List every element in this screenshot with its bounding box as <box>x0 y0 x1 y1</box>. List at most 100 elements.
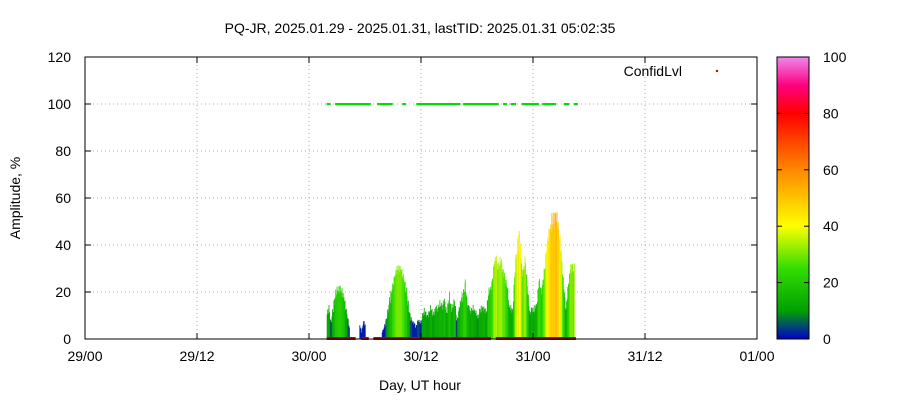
amplitude-bar <box>569 275 571 339</box>
amplitude-bar <box>462 301 464 339</box>
amplitude-bar <box>432 314 434 339</box>
amplitude-bar <box>573 270 575 339</box>
amplitude-bar <box>535 303 537 339</box>
amplitude-bar <box>536 305 538 339</box>
amplitude-bar <box>419 322 421 339</box>
amplitude-bar <box>432 316 434 339</box>
amplitude-bar <box>337 290 339 339</box>
colorbar-tick-label: 100 <box>823 49 847 65</box>
confid-point <box>385 103 388 106</box>
confid-point <box>565 103 568 106</box>
amplitude-bar <box>334 305 336 339</box>
amplitude-bar <box>340 293 342 339</box>
confid-point <box>473 103 476 106</box>
amplitude-bar <box>500 264 502 339</box>
amplitude-bar <box>504 272 505 339</box>
amplitude-bar <box>384 325 386 339</box>
amplitude-bar <box>326 314 328 339</box>
amplitude-bar <box>450 303 452 339</box>
confid-point <box>426 103 429 106</box>
amplitude-bar <box>431 308 433 339</box>
amplitude-bar <box>494 256 496 339</box>
amplitude-bar <box>489 289 491 339</box>
amplitude-bar <box>347 318 349 339</box>
amplitude-bar <box>561 249 562 339</box>
confid-point <box>547 103 550 106</box>
confid-point <box>488 103 491 106</box>
amplitude-bar <box>436 305 437 339</box>
confid-point <box>471 103 474 106</box>
confid-point <box>493 103 496 106</box>
amplitude-bar <box>513 301 514 339</box>
amplitude-bar <box>435 307 436 339</box>
amplitude-bar <box>404 282 406 339</box>
confid-point <box>525 103 528 106</box>
amplitude-bar <box>398 266 400 339</box>
confid-point <box>486 103 489 106</box>
amplitude-bar <box>509 310 511 339</box>
amplitude-bar <box>346 313 348 339</box>
x-tick-label: 29/00 <box>67 348 102 364</box>
confid-point <box>528 103 531 106</box>
amplitude-bar <box>413 322 415 339</box>
amplitude-bar <box>435 311 437 339</box>
amplitude-bar <box>331 322 332 339</box>
amplitude-bar <box>382 329 384 339</box>
confid-point <box>533 103 536 106</box>
amplitude-bar <box>457 317 458 339</box>
x-tick-label: 29/12 <box>179 348 214 364</box>
x-tick-label: 30/12 <box>403 348 438 364</box>
confid-point <box>575 103 578 106</box>
confid-point <box>436 103 439 106</box>
amplitude-bar <box>571 272 573 339</box>
amplitude-bar <box>515 255 517 339</box>
amplitude-bar <box>490 286 492 339</box>
amplitude-bar <box>412 322 414 339</box>
amplitude-bar <box>481 312 483 339</box>
confid-point <box>346 103 350 106</box>
confid-point <box>443 103 446 106</box>
confid-point <box>444 103 448 106</box>
amplitude-bar <box>545 253 547 339</box>
amplitude-bar <box>493 266 494 339</box>
confid-point <box>474 103 477 106</box>
amplitude-bar <box>440 306 442 339</box>
amplitude-bar <box>534 308 536 339</box>
amplitude-bar <box>397 270 399 339</box>
amplitude-bar <box>519 246 521 339</box>
amplitude-bar <box>332 311 334 339</box>
amplitude-bar <box>344 300 346 339</box>
amplitude-bar <box>327 309 329 339</box>
amplitude-bar <box>468 305 470 339</box>
amplitude-bar <box>457 318 459 339</box>
legend: ConfidLvl <box>624 63 719 79</box>
confid-point <box>494 103 498 106</box>
amplitude-bar <box>508 308 510 339</box>
amplitude-bar <box>572 271 574 339</box>
confid-point <box>348 103 351 106</box>
amplitude-bar <box>452 307 454 339</box>
amplitude-bar <box>477 318 479 339</box>
amplitude-bar <box>476 318 478 339</box>
amplitude-bar <box>391 299 392 339</box>
amplitude-bar <box>497 262 499 339</box>
amplitude-bar <box>455 315 457 339</box>
confid-point <box>328 103 331 106</box>
confid-point <box>448 103 451 106</box>
amplitude-bar <box>510 308 512 339</box>
amplitude-bar <box>424 314 426 339</box>
amplitude-bar <box>471 311 473 339</box>
amplitude-bar <box>557 232 559 339</box>
amplitude-bar <box>340 291 342 339</box>
amplitude-bar <box>426 315 428 339</box>
confid-point <box>403 103 407 106</box>
amplitude-bar <box>394 277 395 339</box>
amplitude-bar <box>528 306 530 339</box>
amplitude-bar <box>524 269 525 339</box>
amplitude-bar <box>401 268 403 339</box>
amplitude-bar <box>450 304 451 339</box>
amplitude-bar <box>549 235 550 339</box>
amplitude-bar <box>511 313 513 339</box>
legend-label: ConfidLvl <box>624 63 682 79</box>
confid-point <box>439 103 442 106</box>
